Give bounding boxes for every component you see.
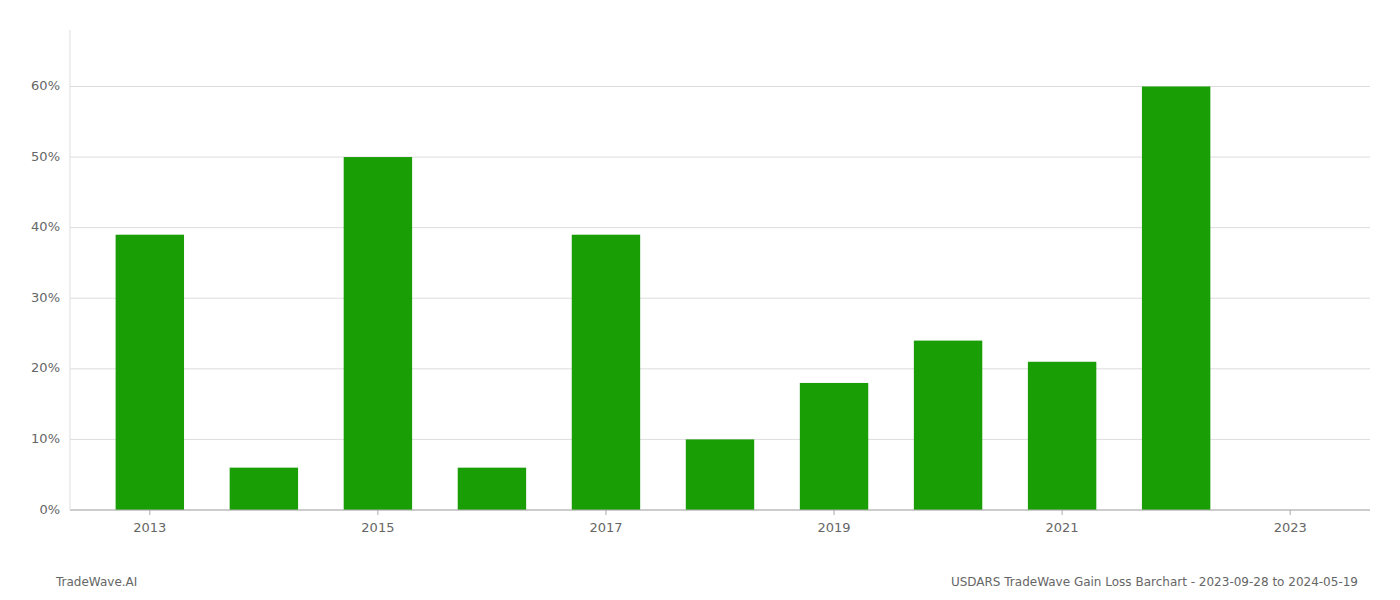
bar <box>800 383 868 510</box>
x-tick-label: 2015 <box>361 520 394 535</box>
bar <box>344 157 412 510</box>
x-tick <box>377 510 378 515</box>
bar <box>572 235 640 510</box>
bar <box>458 468 526 510</box>
y-tick-label: 20% <box>31 360 60 375</box>
x-tick <box>1062 510 1063 515</box>
y-tick-label: 10% <box>31 431 60 446</box>
x-tick-labels: 2013 2015 2017 2019 2021 2023 <box>133 510 1306 535</box>
x-tick-label: 2019 <box>817 520 850 535</box>
bar <box>116 235 184 510</box>
bar <box>1028 362 1096 510</box>
chart-container: 0% 10% 20% 30% 40% 50% 60% 2013 2015 2017 2019 2021… <box>0 0 1400 600</box>
footer-left: TradeWave.AI <box>55 575 137 589</box>
y-tick-label: 40% <box>31 219 60 234</box>
footer-right: USDARS TradeWave Gain Loss Barchart - 20… <box>951 575 1358 589</box>
bar <box>686 439 754 510</box>
y-tick-label: 30% <box>31 290 60 305</box>
y-tick-label: 50% <box>31 149 60 164</box>
x-tick-label: 2021 <box>1046 520 1079 535</box>
x-tick-label: 2023 <box>1274 520 1307 535</box>
chart-svg: 0% 10% 20% 30% 40% 50% 60% 2013 2015 2017 2019 2021… <box>0 0 1400 600</box>
y-tick-labels: 0% 10% 20% 30% 40% 50% 60% <box>31 78 60 517</box>
y-tick-label: 60% <box>31 78 60 93</box>
y-axis-line <box>70 30 71 510</box>
x-tick-label: 2017 <box>589 520 622 535</box>
bar <box>914 341 982 510</box>
footer: TradeWave.AI USDARS TradeWave Gain Loss B… <box>55 575 1358 589</box>
bars <box>116 86 1211 510</box>
y-grid <box>70 86 1370 510</box>
background <box>0 0 1400 600</box>
x-tick <box>605 510 606 515</box>
x-tick <box>149 510 150 515</box>
x-tick <box>1290 510 1291 515</box>
y-tick-label: 0% <box>39 502 60 517</box>
grid-line <box>70 510 1370 511</box>
bar <box>230 468 298 510</box>
x-tick-label: 2013 <box>133 520 166 535</box>
x-tick <box>834 510 835 515</box>
x-axis-line <box>70 510 1370 511</box>
bar <box>1142 86 1210 510</box>
